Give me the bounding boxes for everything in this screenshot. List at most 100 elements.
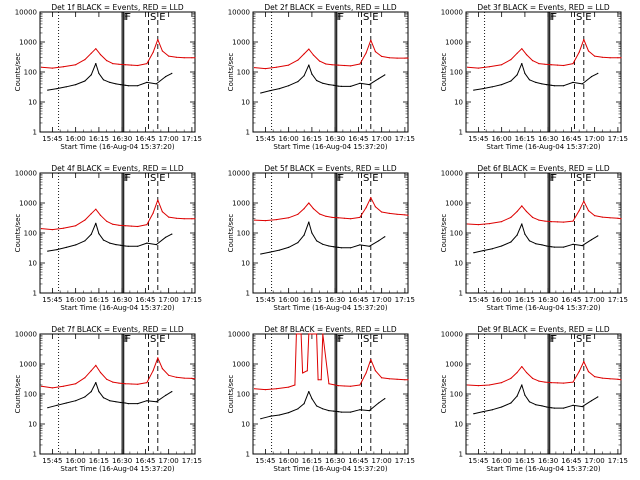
marker-label: F: [125, 173, 131, 184]
events-data-point: [350, 411, 352, 413]
events-series-line: [260, 221, 386, 255]
x-tick-label: 15:45: [468, 296, 488, 304]
y-tick-label: 1000: [445, 39, 463, 47]
lld-data-point: [319, 213, 321, 215]
lld-data-point: [124, 383, 126, 385]
lld-data-point: [317, 379, 319, 381]
events-data-point: [524, 394, 526, 396]
y-axis-label: Counts/sec: [440, 375, 448, 414]
chart-panel: Det 3f BLACK = Events, RED = LLD 1 10 100 10…: [440, 3, 628, 151]
events-data-point: [350, 85, 352, 87]
events-data-point: [359, 244, 361, 246]
events-data-point: [316, 405, 318, 407]
y-tick-label: 1: [246, 290, 250, 298]
events-data-point: [572, 243, 574, 245]
lld-data-point: [396, 213, 398, 215]
events-data-point: [535, 81, 537, 83]
lld-data-point: [320, 379, 322, 381]
x-tick-label: 17:15: [608, 296, 628, 304]
lld-data-point: [168, 216, 170, 218]
marker-label: F: [550, 12, 556, 23]
x-tick-label: 15:45: [255, 296, 275, 304]
y-tick-label: 10000: [228, 331, 250, 339]
events-data-point: [65, 402, 67, 404]
y-tick-label: 1000: [445, 361, 463, 369]
y-tick-label: 10000: [15, 170, 37, 178]
lld-data-point: [396, 378, 398, 380]
lld-data-point: [544, 381, 546, 383]
events-data-point: [120, 401, 122, 404]
x-tick-label: 16:00: [492, 135, 512, 143]
x-axis-label: Start Time (16-Aug-04 15:37:20): [273, 304, 387, 312]
marker-label: S: [363, 12, 369, 23]
lld-data-point: [130, 225, 132, 227]
lld-data-point: [322, 333, 324, 335]
x-tick-label: 17:00: [585, 296, 605, 304]
x-tick-label: 17:15: [395, 296, 415, 304]
marker-label: E: [159, 334, 165, 345]
lld-data-point: [124, 225, 126, 227]
lld-data-point: [583, 361, 585, 363]
lld-data-point: [331, 64, 333, 66]
marker-label: E: [372, 12, 378, 23]
events-data-point: [572, 81, 574, 83]
lld-data-point: [319, 60, 321, 62]
events-data-point: [328, 410, 330, 412]
x-tick-label: 17:15: [182, 135, 202, 143]
events-data-point: [378, 402, 380, 404]
lld-data-point: [572, 220, 574, 222]
lld-data-point: [191, 218, 193, 220]
events-data-point: [491, 86, 493, 88]
lld-data-point: [62, 66, 64, 68]
lld-data-point: [343, 217, 345, 219]
marker-label: E: [372, 173, 378, 184]
lld-data-point: [84, 219, 86, 221]
y-tick-label: 1000: [445, 200, 463, 208]
x-tick-label: 17:15: [182, 296, 202, 304]
x-tick-label: 16:15: [89, 296, 109, 304]
events-data-point: [65, 86, 67, 88]
events-data-point: [553, 246, 556, 248]
y-axis-label: Counts/sec: [14, 53, 22, 92]
x-tick-label: 16:45: [561, 457, 581, 465]
events-data-point: [516, 234, 518, 236]
events-data-point: [482, 250, 484, 252]
events-data-point: [340, 247, 342, 249]
y-tick-label: 10: [241, 260, 250, 268]
events-data-point: [501, 245, 503, 247]
x-tick-label: 15:45: [468, 135, 488, 143]
lld-data-point: [75, 225, 77, 227]
events-data-point: [378, 240, 380, 242]
lld-data-point: [556, 221, 559, 223]
lld-data-point: [51, 387, 54, 389]
events-data-point: [288, 246, 290, 248]
marker-label: S: [576, 173, 582, 184]
events-data-point: [581, 83, 583, 85]
lld-data-point: [477, 67, 479, 69]
lld-data-point: [510, 216, 512, 218]
lld-data-point: [388, 57, 390, 59]
lld-data-point: [370, 197, 372, 199]
x-tick-label: 16:15: [515, 296, 535, 304]
lld-data-point: [106, 378, 108, 380]
events-data-point: [308, 221, 310, 223]
events-data-point: [550, 246, 552, 248]
lld-data-point: [297, 59, 299, 61]
x-tick-label: 17:15: [182, 457, 202, 465]
lld-data-point: [99, 371, 102, 374]
events-data-point: [303, 234, 305, 236]
events-data-point: [95, 382, 97, 384]
lld-data-point: [118, 63, 120, 65]
x-axis-label: Start Time (16-Aug-04 15:37:20): [60, 465, 174, 473]
lld-data-point: [467, 384, 469, 386]
x-axis-label: Start Time (16-Aug-04 15:37:20): [273, 465, 387, 473]
x-tick-label: 15:45: [255, 457, 275, 465]
events-data-point: [546, 84, 548, 86]
lld-data-point: [275, 219, 277, 221]
lld-data-point: [331, 216, 333, 218]
lld-data-point: [264, 68, 266, 70]
x-tick-label: 16:15: [89, 135, 109, 143]
lld-data-point: [146, 224, 148, 226]
marker-label: F: [124, 334, 130, 345]
lld-data-point: [295, 333, 297, 335]
